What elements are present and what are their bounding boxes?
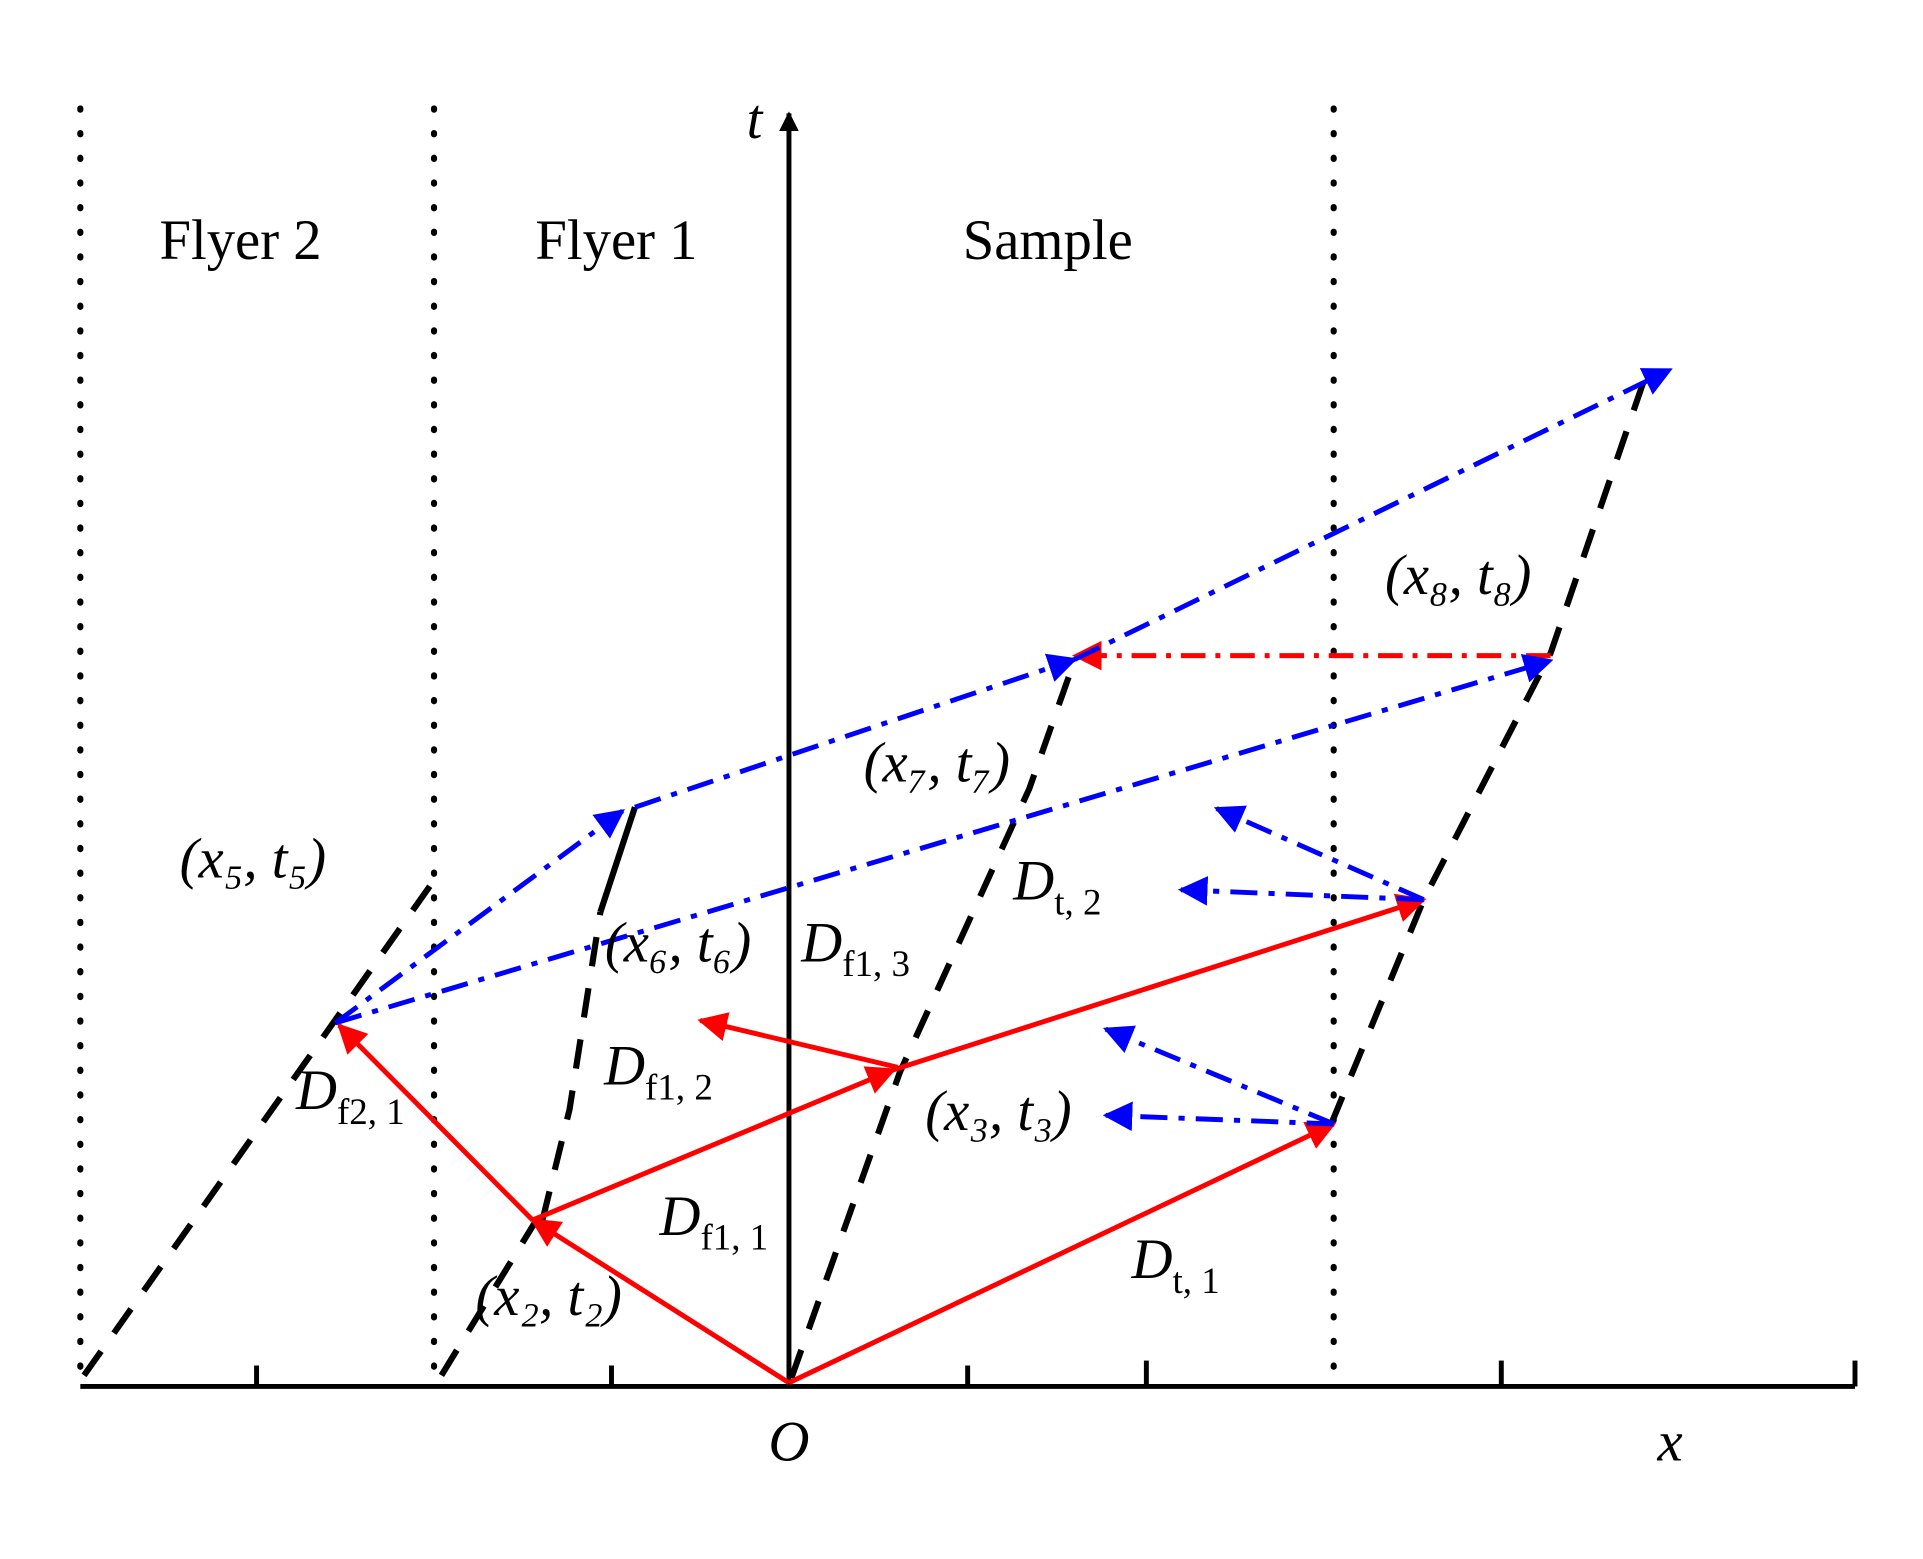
trajectory [597,806,638,913]
wave-symbol: D [1131,1228,1173,1291]
region-label: Flyer 1 [535,209,697,272]
wave-subscript: t, 1 [1173,1260,1220,1301]
wave-symbol: D [800,911,842,974]
blue-waves [333,367,1673,1132]
wave-subscript: f1, 2 [645,1066,713,1107]
axis-label: t [747,88,764,151]
trajectories [81,374,1649,1379]
wave-subscript: f2, 1 [337,1091,405,1132]
wave-label: Df1, 1 [659,1185,769,1258]
point-label: (x₃, t₃) [925,1080,1071,1143]
wave-symbol: D [603,1035,645,1098]
point-label: (x₆, t₆) [605,911,751,974]
red-waves [337,640,1551,1385]
point-label: (x₅, t₅) [180,827,326,890]
wave-subscript: f1, 1 [701,1217,769,1258]
wave-label: Df2, 1 [295,1059,405,1132]
wave-symbol: D [295,1059,337,1122]
wave-subscript: t, 2 [1054,881,1101,922]
wave-label: Df1, 3 [800,911,910,984]
point-label: (x₈, t₈) [1385,544,1531,607]
wave-label: Df1, 2 [603,1035,713,1108]
point-label: (x₇, t₇) [864,731,1010,794]
axes [80,111,1858,1389]
region-label: Sample [963,209,1133,272]
point-label: (x₂, t₂) [475,1265,621,1328]
wave-label: Dt, 1 [1131,1228,1220,1301]
wave-subscript: f1, 3 [842,943,910,984]
axis-label: O [768,1410,809,1473]
region-label: Flyer 2 [159,209,321,272]
wave-symbol: D [659,1185,701,1248]
axis-label: x [1657,1410,1683,1473]
wave-symbol: D [1012,850,1054,913]
wave-label: Dt, 2 [1012,850,1101,923]
boundaries [77,105,1337,1384]
